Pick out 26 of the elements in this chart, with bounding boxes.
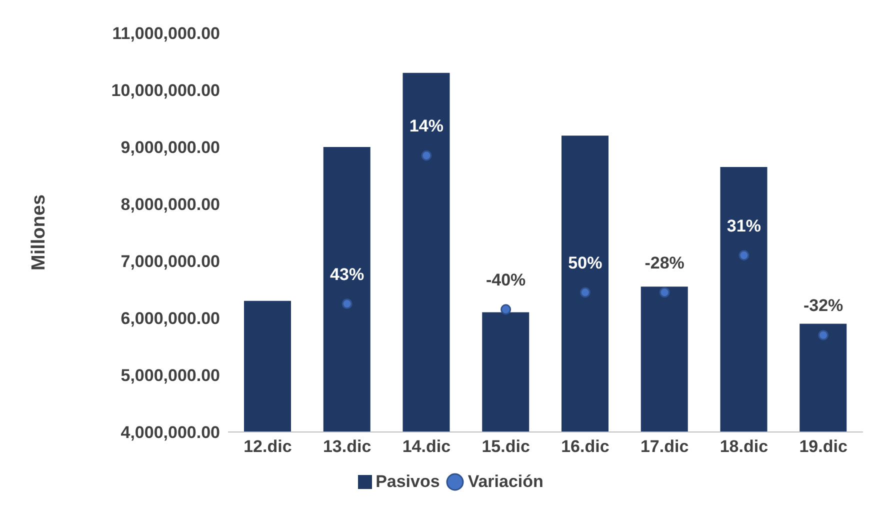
annotation: 14% [409, 116, 444, 136]
annotation: -32% [803, 296, 844, 316]
y-tick-label: 10,000,000.00 [111, 81, 220, 100]
legend-label: Pasivos [374, 472, 440, 492]
x-tick-label: 16.dic [561, 437, 610, 456]
y-tick-label: 9,000,000.00 [120, 138, 220, 158]
y-tick-label: 11,000,000.00 [112, 24, 220, 44]
y-tick-label: 8,000,000.00 [120, 195, 220, 214]
x-tick-label: 18.dic [720, 437, 768, 456]
x-tick-label: 19.dic [799, 437, 848, 456]
annotation: 50% [568, 253, 602, 272]
legend-label: Variación [466, 472, 544, 492]
x-tick-label: 13.dic [322, 437, 372, 456]
y-axis-title: Millones [28, 194, 50, 271]
y-tick-label: 5,000,000.00 [120, 366, 220, 386]
annotation: 43% [330, 264, 364, 284]
y-tick-label: 4,000,000.00 [120, 423, 220, 442]
y-tick-label: 6,000,000.00 [120, 309, 220, 328]
x-tick-label: 12.dic [244, 437, 292, 456]
annotation: -40% [486, 270, 526, 290]
x-tick-label: 15.dic [482, 437, 530, 456]
annotation: -28% [644, 253, 684, 272]
annotation: 31% [726, 216, 761, 236]
x-tick-label: 14.dic [402, 437, 451, 456]
y-tick-label: 7,000,000.00 [120, 252, 220, 272]
x-tick-label: 17.dic [640, 437, 689, 456]
